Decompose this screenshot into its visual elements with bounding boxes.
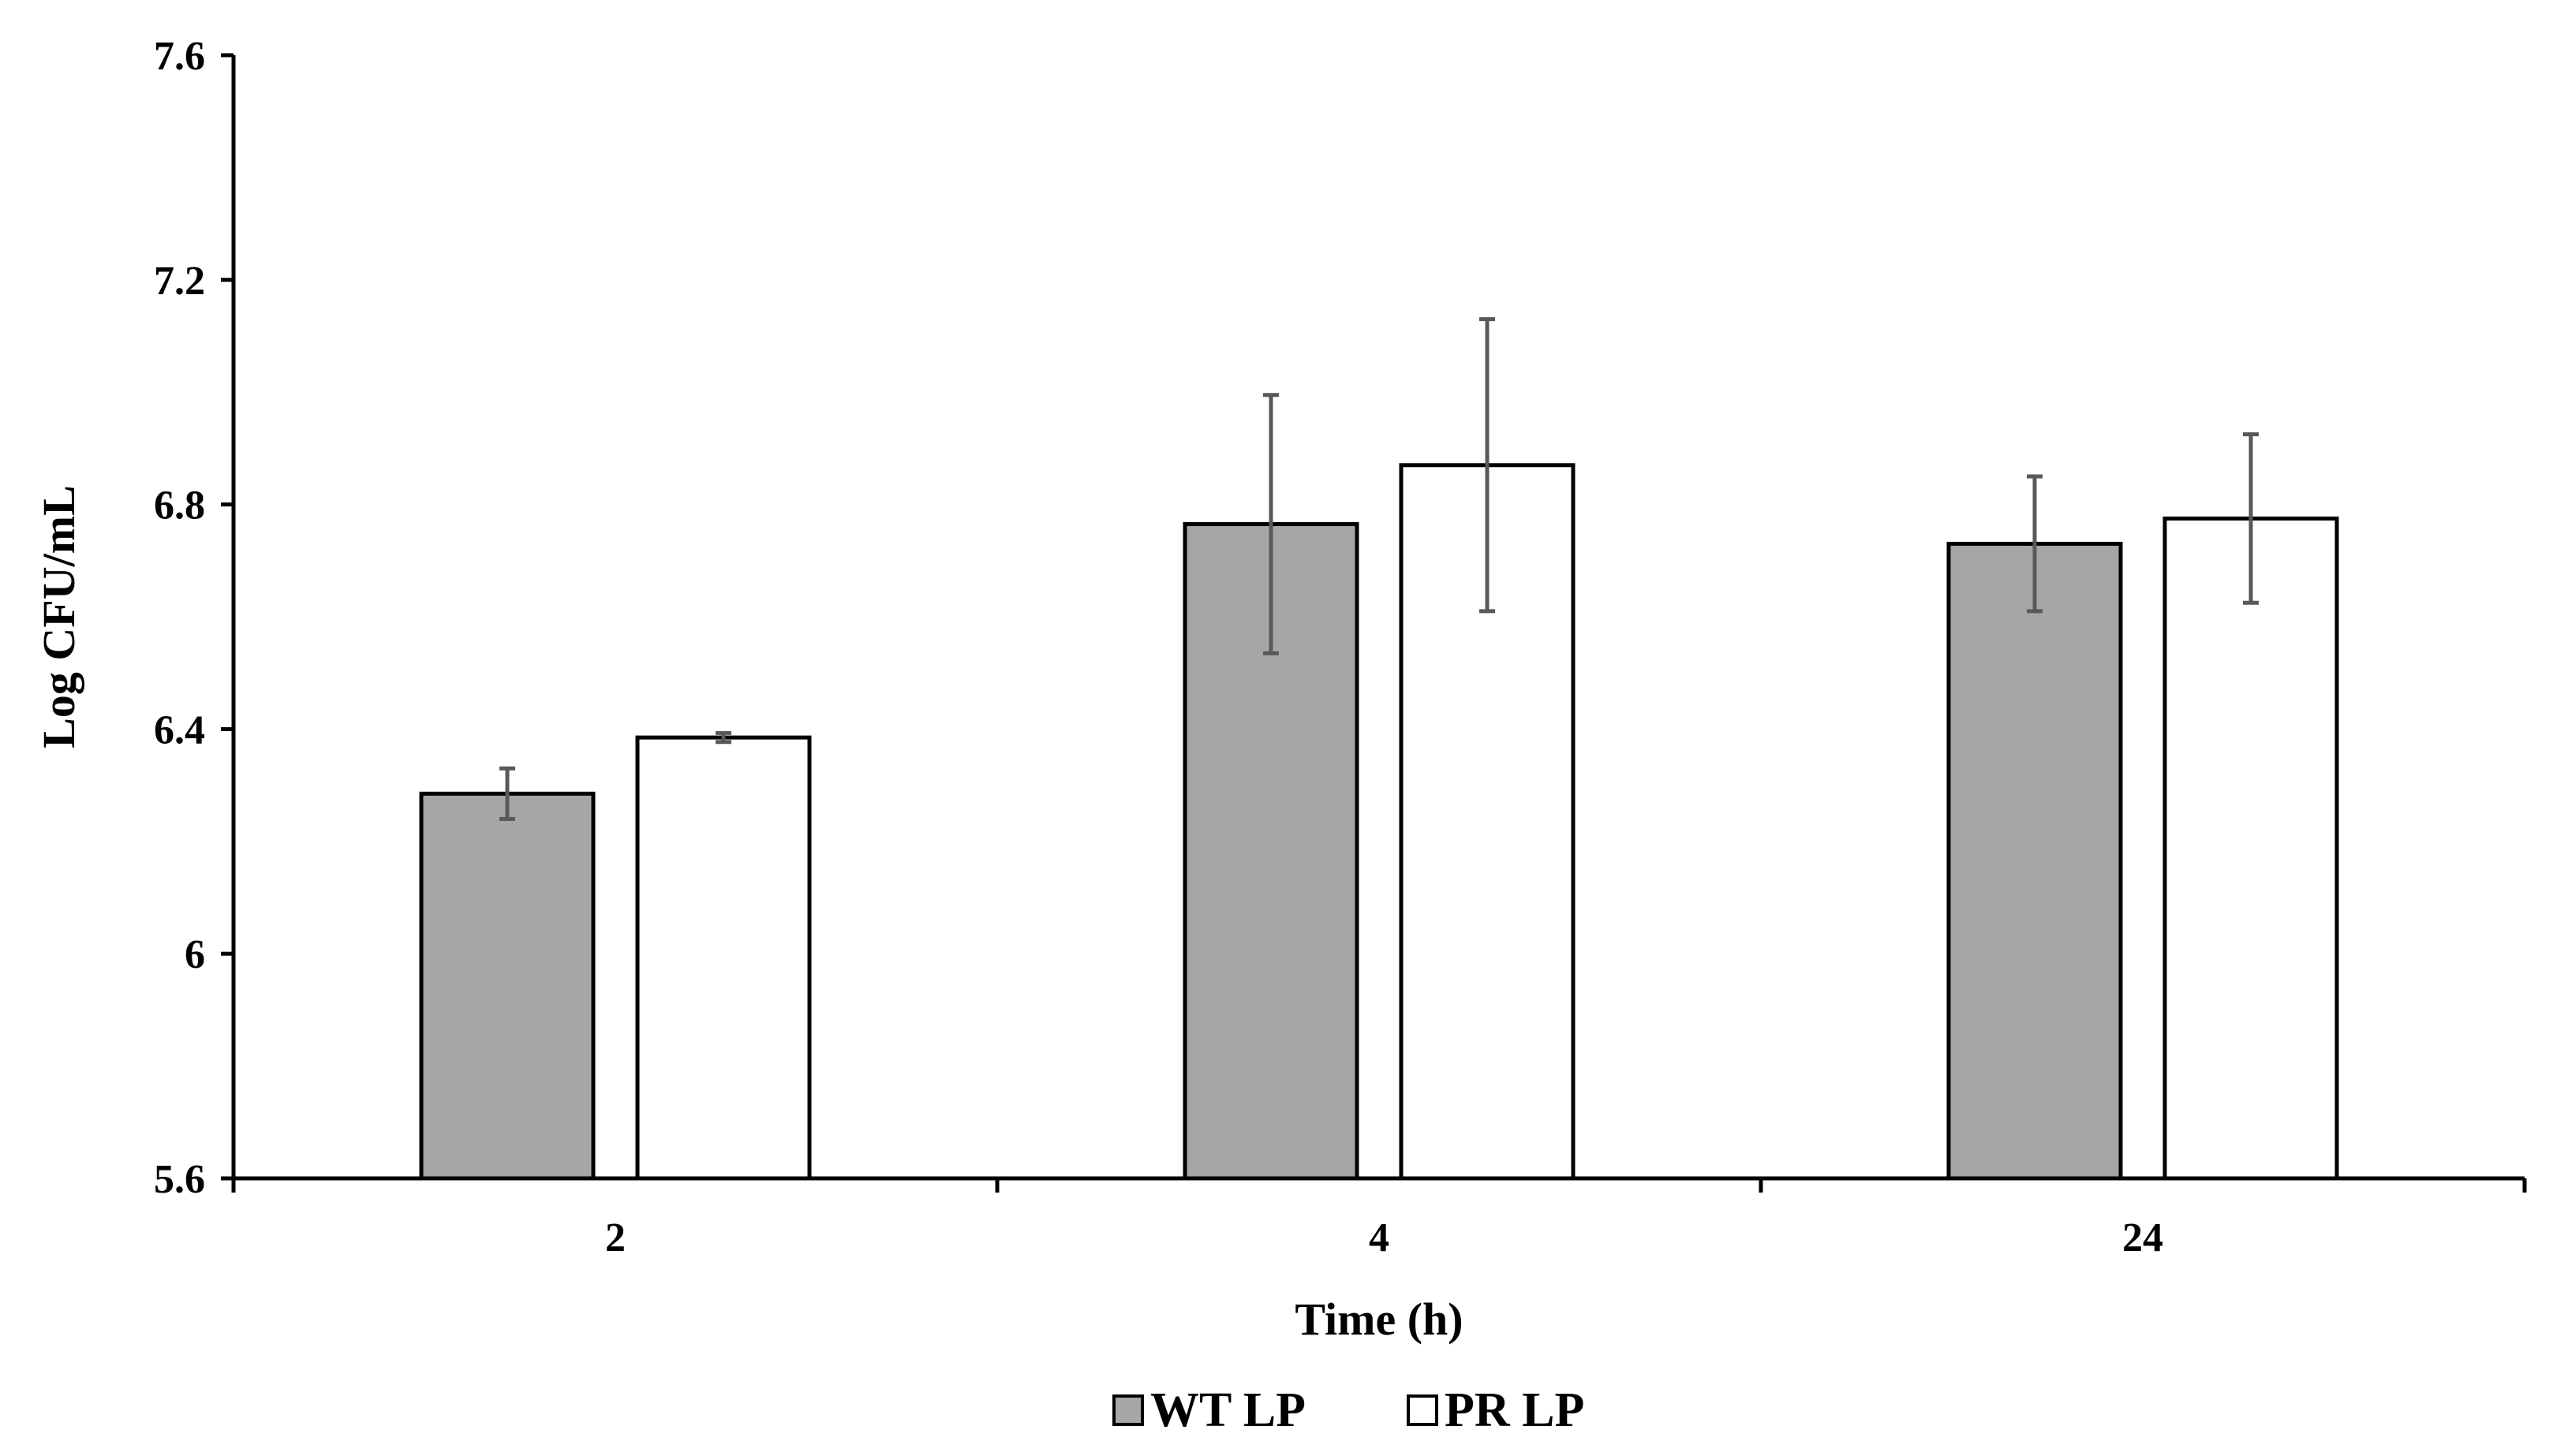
- error-bars-group: [499, 317, 2259, 821]
- bar-pr-lp-24: [2162, 516, 2339, 1181]
- error-bar: [499, 766, 515, 821]
- legend-item-pr-lp: PR LP: [1407, 1383, 1584, 1437]
- error-bar: [716, 730, 731, 745]
- y-tick-label: 5.6: [154, 1157, 205, 1202]
- x-tick-label: 24: [2122, 1215, 2163, 1260]
- y-tick-label: 7.6: [154, 34, 205, 79]
- bar-wt-lp-24: [1946, 541, 2123, 1181]
- legend-swatch: [1112, 1394, 1144, 1426]
- y-tick-label: 6: [185, 932, 205, 977]
- y-axis-title: Log CFU/mL: [33, 485, 84, 749]
- error-bar: [2243, 432, 2259, 605]
- bar-wt-lp-2: [419, 791, 596, 1181]
- y-tick-label: 6.8: [154, 483, 205, 528]
- x-axis-title: Time (h): [1295, 1294, 1463, 1345]
- error-bar: [1263, 393, 1279, 655]
- x-tick-label: 4: [1369, 1215, 1389, 1260]
- y-tick-label: 6.4: [154, 707, 205, 752]
- bars-group: [419, 463, 2339, 1181]
- y-tick-label: 7.2: [154, 259, 205, 304]
- bar-pr-lp-2: [635, 735, 812, 1181]
- legend-item-wt-lp: WT LP: [1112, 1383, 1306, 1437]
- x-tick-label: 2: [605, 1215, 626, 1260]
- legend: WT LP PR LP: [1112, 1383, 1584, 1437]
- error-bar: [2027, 474, 2043, 614]
- legend-swatch: [1407, 1394, 1438, 1426]
- legend-label: WT LP: [1150, 1383, 1306, 1437]
- legend-label: PR LP: [1445, 1383, 1584, 1437]
- error-bar: [1479, 317, 1495, 614]
- y-ticks-group: 5.6 6 6.4 6.8 7.2 7.6: [154, 34, 234, 1202]
- x-ticks-group: 2 4 24: [231, 1178, 2527, 1260]
- axes-group: [231, 55, 2525, 1181]
